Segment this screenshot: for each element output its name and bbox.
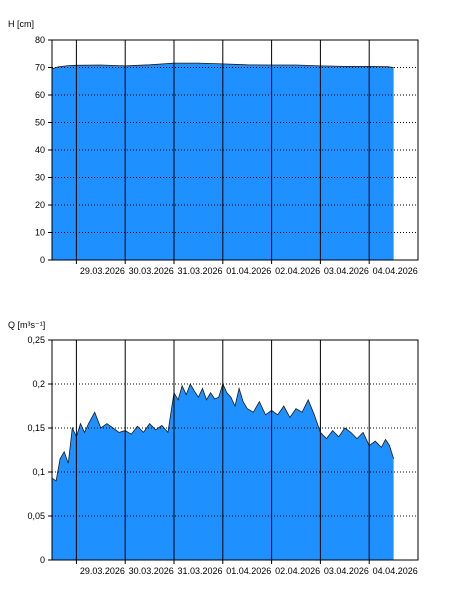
discharge-x-tick-label: 04.04.2026 [373,566,418,576]
water-level-y-tick-label: 0 [40,255,45,265]
discharge-y-tick-label: 0 [40,555,45,565]
water-level-y-tick-label: 50 [35,118,45,128]
water-level-y-axis-label: H [cm] [8,19,34,29]
water-level-x-tick-label: 02.04.2026 [275,266,320,276]
water-level-y-tick-label: 10 [35,228,45,238]
water-level-x-tick-label: 31.03.2026 [177,266,222,276]
water-level-y-tick-label: 70 [35,63,45,73]
water-level-x-tick-label: 29.03.2026 [80,266,125,276]
water-level-x-tick-label: 01.04.2026 [226,266,271,276]
discharge-x-tick-label: 30.03.2026 [129,566,174,576]
water-level-x-tick-label: 04.04.2026 [373,266,418,276]
discharge-y-tick-label: 0,15 [27,423,45,433]
discharge-chart: 0 0,05 0,1 0,15 0,2 0,25 29.03.2026 30.03.2026 3… [8,320,419,576]
discharge-x-tick-label: 31.03.2026 [177,566,222,576]
water-level-y-tick-label: 40 [35,145,45,155]
discharge-plot-frame [51,339,419,561]
discharge-x-tick-label: 29.03.2026 [80,566,125,576]
water-level-y-tick-label: 60 [35,90,45,100]
discharge-y-tick-label: 0,1 [32,467,45,477]
discharge-x-tick-label: 02.04.2026 [275,566,320,576]
discharge-x-tick-label: 03.04.2026 [324,566,369,576]
discharge-y-tick-label: 0,05 [27,511,45,521]
water-level-plot-frame [51,39,419,261]
water-level-x-tick-label: 03.04.2026 [324,266,369,276]
discharge-y-tick-label: 0,25 [27,335,45,345]
water-level-y-tick-label: 20 [35,200,45,210]
discharge-x-tick-label: 01.04.2026 [226,566,271,576]
water-level-chart: 0 10 20 30 40 50 60 70 80 29.03.2026 30.03.2026 31.… [8,19,419,276]
water-level-y-tick-label: 80 [35,35,45,45]
water-level-y-tick-label: 30 [35,173,45,183]
discharge-y-axis-label: Q [m³s⁻¹] [8,320,45,330]
water-level-x-tick-label: 30.03.2026 [129,266,174,276]
water-level-series-line [51,62,394,70]
discharge-y-tick-label: 0,2 [32,379,45,389]
